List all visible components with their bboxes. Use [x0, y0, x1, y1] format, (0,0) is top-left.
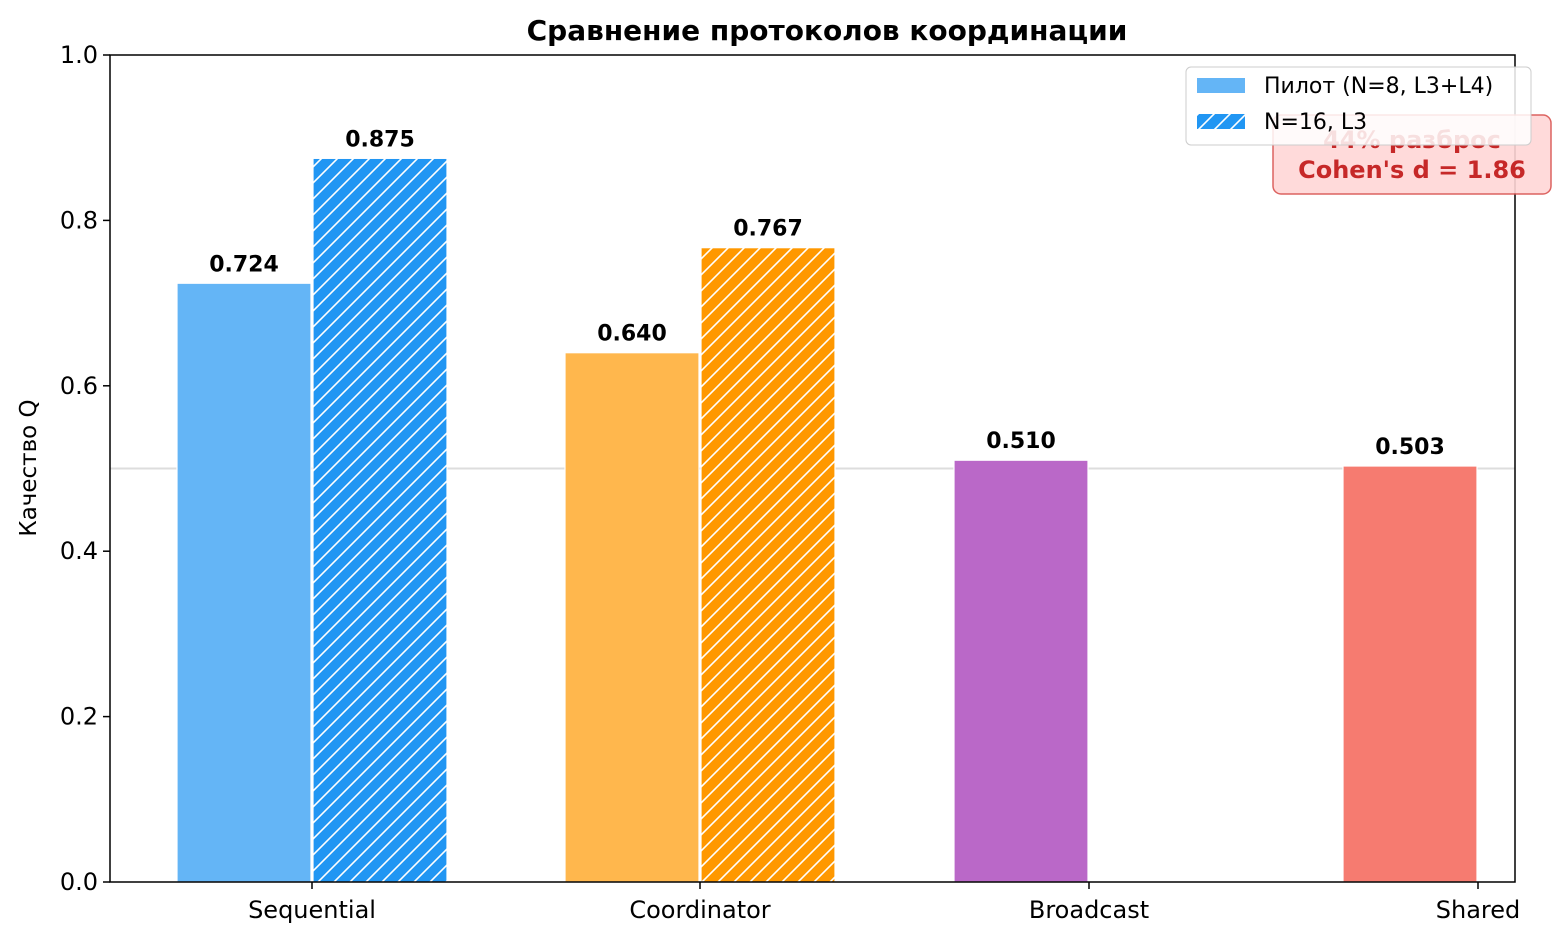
x-tick-label: Coordinator [629, 896, 770, 924]
y-tick-label: 0.4 [60, 537, 98, 565]
bar-n16-hatch [312, 157, 448, 883]
x-tick-label: Broadcast [1029, 896, 1149, 924]
y-axis-label: Качество Q [16, 399, 42, 536]
x-tick-label: Sequential [248, 896, 376, 924]
y-tick-label: 0.2 [60, 703, 98, 731]
data-label: 0.724 [209, 252, 279, 277]
y-tick-label: 0.0 [60, 868, 98, 896]
bar-pilot [564, 352, 700, 883]
bar-n16-hatch [700, 247, 836, 883]
bar-pilot [953, 459, 1089, 883]
legend: Пилот (N=8, L3+L4) N=16, L3 [1185, 66, 1532, 146]
bar-pilot [1342, 465, 1478, 883]
data-label: 0.875 [345, 127, 415, 152]
data-label: 0.510 [986, 429, 1056, 454]
y-tick-label: 1.0 [60, 41, 98, 69]
annotation-line-2: Cohen's d = 1.86 [1298, 156, 1526, 184]
data-label: 0.767 [733, 217, 803, 242]
legend-swatch-pilot [1197, 78, 1245, 93]
bar-pilot [176, 282, 312, 883]
legend-label-n16: N=16, L3 [1264, 110, 1367, 135]
y-tick-label: 0.8 [60, 206, 98, 234]
data-label: 0.503 [1375, 435, 1445, 460]
plot-frame [109, 54, 1516, 883]
y-tick-label: 0.6 [60, 372, 98, 400]
legend-label-pilot: Пилот (N=8, L3+L4) [1264, 74, 1493, 99]
x-tick-label: Shared [1436, 896, 1521, 924]
data-label: 0.640 [597, 322, 667, 347]
chart-title: Сравнение протоколов координации [527, 14, 1128, 47]
